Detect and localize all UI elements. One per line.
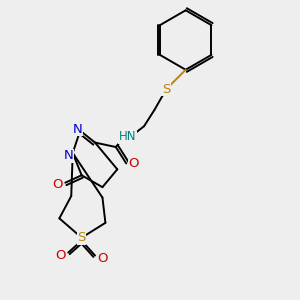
Text: S: S	[77, 231, 86, 244]
Text: O: O	[56, 249, 66, 262]
Text: HN: HN	[119, 130, 136, 143]
Text: O: O	[52, 178, 63, 191]
Text: N: N	[72, 123, 82, 136]
Text: S: S	[162, 82, 170, 96]
Text: N: N	[63, 149, 73, 162]
Text: O: O	[97, 252, 108, 265]
Text: O: O	[128, 157, 139, 170]
